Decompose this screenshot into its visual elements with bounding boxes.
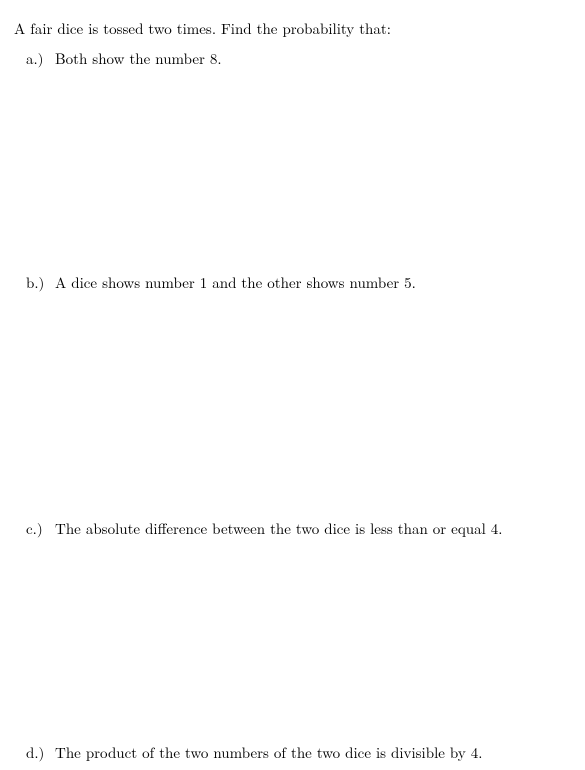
part-text: Both show the number 8. xyxy=(55,48,222,69)
part-text: The absolute difference between the two … xyxy=(55,518,502,539)
question-part-a: a.) Both show the number 8. xyxy=(26,48,575,69)
part-label: a.) xyxy=(26,48,50,69)
question-part-c: c.) The absolute difference between the … xyxy=(26,518,575,539)
question-part-d: d.) The product of the two numbers of th… xyxy=(26,742,575,763)
question-part-b: b.) A dice shows number 1 and the other … xyxy=(26,272,575,293)
question-intro: A fair dice is tossed two times. Find th… xyxy=(14,18,575,39)
page: A fair dice is tossed two times. Find th… xyxy=(0,0,585,770)
part-text: The product of the two numbers of the tw… xyxy=(55,742,482,763)
part-text: A dice shows number 1 and the other show… xyxy=(55,272,416,293)
part-label: b.) xyxy=(26,272,50,293)
part-label: c.) xyxy=(26,518,50,539)
part-label: d.) xyxy=(26,742,50,763)
